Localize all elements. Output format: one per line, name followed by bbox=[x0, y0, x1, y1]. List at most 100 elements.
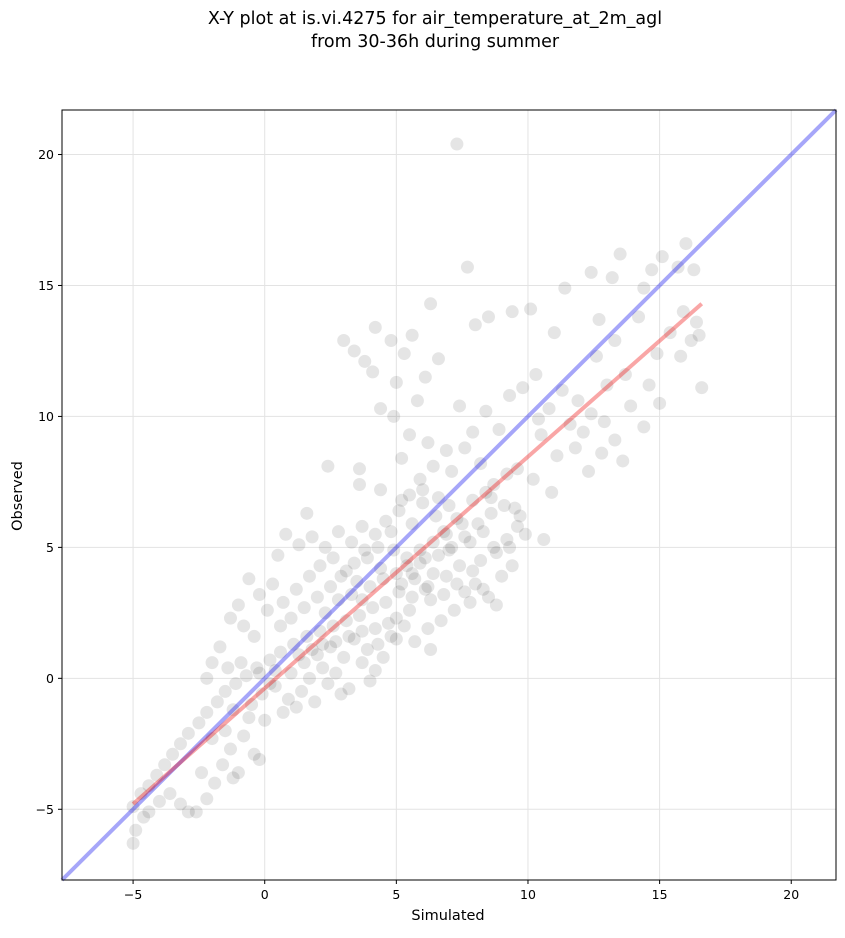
scatter-point bbox=[363, 580, 377, 594]
scatter-point bbox=[421, 580, 435, 594]
scatter-point bbox=[268, 663, 282, 677]
scatter-point bbox=[418, 551, 432, 565]
scatter-point bbox=[487, 540, 501, 554]
scatter-point bbox=[416, 483, 430, 497]
scatter-point bbox=[355, 519, 369, 533]
scatter-point bbox=[126, 800, 140, 814]
scatter-point bbox=[650, 347, 664, 361]
scatter-point bbox=[474, 553, 488, 567]
scatter-point bbox=[260, 603, 274, 617]
scatter-point bbox=[352, 478, 366, 492]
scatter-point bbox=[326, 619, 340, 633]
x-tick-label: −5 bbox=[124, 887, 142, 902]
scatter-point bbox=[479, 404, 493, 418]
scatter-point bbox=[500, 533, 514, 547]
scatter-point bbox=[223, 742, 237, 756]
scatter-point bbox=[305, 643, 319, 657]
x-tick-label: 5 bbox=[392, 887, 400, 902]
scatter-point bbox=[413, 556, 427, 570]
scatter-point bbox=[516, 381, 530, 395]
scatter-point bbox=[263, 677, 277, 691]
scatter-point bbox=[439, 443, 453, 457]
scatter-point bbox=[216, 758, 230, 772]
scatter-point bbox=[331, 525, 345, 539]
scatter-point bbox=[389, 567, 403, 581]
scatter-point bbox=[645, 263, 659, 277]
scatter-point bbox=[360, 551, 374, 565]
scatter-point bbox=[289, 700, 303, 714]
reference-lines bbox=[60, 108, 838, 882]
identity-line bbox=[60, 108, 838, 882]
scatter-point bbox=[329, 666, 343, 680]
data-points bbox=[126, 137, 709, 850]
scatter-point bbox=[276, 595, 290, 609]
scatter-point bbox=[458, 530, 472, 544]
scatter-point bbox=[163, 787, 177, 801]
scatter-point bbox=[605, 271, 619, 285]
scatter-point bbox=[453, 399, 467, 413]
scatter-point bbox=[555, 383, 569, 397]
scatter-point bbox=[563, 417, 577, 431]
scatter-point bbox=[231, 766, 245, 780]
scatter-point bbox=[300, 506, 314, 520]
scatter-point bbox=[431, 548, 445, 562]
scatter-point bbox=[379, 595, 393, 609]
scatter-point bbox=[316, 637, 330, 651]
scatter-point bbox=[463, 535, 477, 549]
scatter-point bbox=[489, 598, 503, 612]
scatter-point bbox=[479, 485, 493, 499]
scatter-point bbox=[302, 569, 316, 583]
scatter-point bbox=[318, 606, 332, 620]
scatter-point bbox=[450, 577, 464, 591]
scatter-point bbox=[229, 677, 243, 691]
scatter-point bbox=[413, 543, 427, 557]
scatter-point bbox=[481, 590, 495, 604]
scatter-point bbox=[405, 517, 419, 531]
scatter-point bbox=[166, 747, 180, 761]
scatter-point bbox=[281, 692, 295, 706]
scatter-point bbox=[192, 716, 206, 730]
scatter-point bbox=[234, 656, 248, 670]
scatter-point bbox=[337, 333, 351, 347]
scatter-point bbox=[339, 614, 353, 628]
scatter-point bbox=[481, 310, 495, 324]
scatter-point bbox=[142, 779, 156, 793]
scatter-point bbox=[537, 533, 551, 547]
scatter-point bbox=[334, 687, 348, 701]
scatter-point bbox=[431, 352, 445, 366]
scatter-point bbox=[334, 569, 348, 583]
scatter-point bbox=[237, 729, 251, 743]
scatter-point bbox=[310, 590, 324, 604]
scatter-point bbox=[450, 137, 464, 151]
scatter-point bbox=[692, 328, 706, 342]
scatter-point bbox=[297, 601, 311, 615]
scatter-point bbox=[347, 632, 361, 646]
scatter-point bbox=[226, 771, 240, 785]
scatter-point bbox=[421, 622, 435, 636]
scatter-point bbox=[379, 514, 393, 528]
chart-title-line-1: X-Y plot at is.vi.4275 for air_temperatu… bbox=[208, 9, 662, 29]
scatter-point bbox=[316, 661, 330, 675]
scatter-point bbox=[200, 792, 214, 806]
scatter-point bbox=[403, 488, 417, 502]
scatter-point bbox=[231, 598, 245, 612]
scatter-point bbox=[352, 608, 366, 622]
scatter-point bbox=[492, 423, 506, 437]
scatter-point bbox=[476, 582, 490, 596]
scatter-point bbox=[134, 787, 148, 801]
scatter-point bbox=[642, 378, 656, 392]
scatter-point bbox=[484, 506, 498, 520]
grid-lines bbox=[62, 110, 836, 880]
scatter-point bbox=[305, 530, 319, 544]
scatter-point bbox=[284, 666, 298, 680]
scatter-point bbox=[376, 572, 390, 586]
scatter-point bbox=[529, 368, 543, 382]
scatter-point bbox=[247, 629, 261, 643]
scatter-point bbox=[268, 679, 282, 693]
scatter-point bbox=[200, 671, 214, 685]
scatter-point bbox=[374, 483, 388, 497]
scatter-point bbox=[418, 582, 432, 596]
scatter-point bbox=[439, 527, 453, 541]
scatter-point bbox=[534, 428, 548, 442]
scatter-point bbox=[374, 561, 388, 575]
